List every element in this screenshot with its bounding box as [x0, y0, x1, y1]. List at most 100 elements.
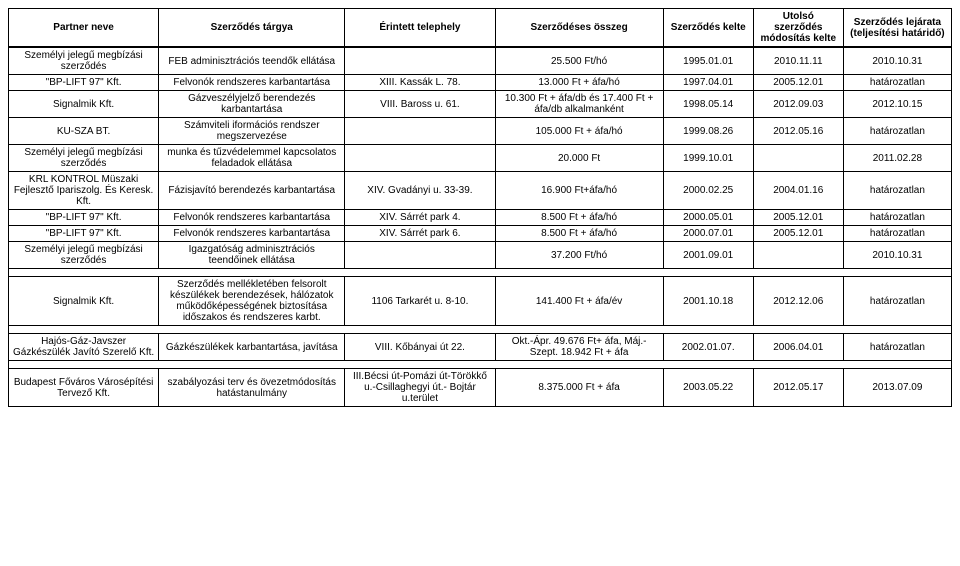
table-row: Budapest Főváros Városépítési Tervező Kf… — [9, 369, 952, 407]
cell-site: VIII. Kőbányai út 22. — [345, 334, 495, 361]
table-body: Személyi jelegű megbízási szerződésFEB a… — [9, 47, 952, 407]
cell-partner: Személyi jelegű megbízási szerződés — [9, 47, 159, 75]
cell-date_signed: 2000.05.01 — [663, 210, 753, 226]
cell-subject: Felvonók rendszeres karbantartása — [159, 210, 345, 226]
col-header-date-modified: Utolsó szerződés módosítás kelte — [753, 9, 843, 48]
cell-site: III.Bécsi út-Pomázi út-Törökkő u.-Csilla… — [345, 369, 495, 407]
cell-subject: Gázkészülékek karbantartása, javítása — [159, 334, 345, 361]
cell-date_expiry: határozatlan — [843, 334, 951, 361]
cell-subject: FEB adminisztrációs teendők ellátása — [159, 47, 345, 75]
cell-partner: KU-SZA BT. — [9, 118, 159, 145]
cell-partner: Budapest Főváros Városépítési Tervező Kf… — [9, 369, 159, 407]
cell-amount: 8.500 Ft + áfa/hó — [495, 210, 663, 226]
cell-date_modified: 2012.09.03 — [753, 91, 843, 118]
cell-amount: 10.300 Ft + áfa/db és 17.400 Ft + áfa/db… — [495, 91, 663, 118]
cell-site: XIV. Sárrét park 4. — [345, 210, 495, 226]
col-header-site: Érintett telephely — [345, 9, 495, 48]
table-row: "BP-LIFT 97" Kft.Felvonók rendszeres kar… — [9, 226, 952, 242]
cell-date_signed: 1997.04.01 — [663, 75, 753, 91]
table-row: Signalmik Kft.Gázveszélyjelző berendezés… — [9, 91, 952, 118]
cell-site — [345, 47, 495, 75]
cell-date_expiry: határozatlan — [843, 172, 951, 210]
cell-partner: "BP-LIFT 97" Kft. — [9, 210, 159, 226]
table-row: "BP-LIFT 97" Kft.Felvonók rendszeres kar… — [9, 210, 952, 226]
cell-subject: Számviteli iformációs rendszer megszerve… — [159, 118, 345, 145]
cell-date_signed: 2000.07.01 — [663, 226, 753, 242]
cell-date_modified — [753, 242, 843, 269]
cell-partner: Személyi jelegű megbízási szerződés — [9, 242, 159, 269]
table-row: Hajós-Gáz-Javszer Gázkészülék Javító Sze… — [9, 334, 952, 361]
table-row: Személyi jelegű megbízási szerződésIgazg… — [9, 242, 952, 269]
cell-subject: Felvonók rendszeres karbantartása — [159, 226, 345, 242]
cell-amount: Okt.-Ápr. 49.676 Ft+ áfa, Máj.-Szept. 18… — [495, 334, 663, 361]
cell-subject: Fázisjavító berendezés karbantartása — [159, 172, 345, 210]
contracts-table: Partner neve Szerződés tárgya Érintett t… — [8, 8, 952, 407]
cell-site: VIII. Baross u. 61. — [345, 91, 495, 118]
col-header-partner: Partner neve — [9, 9, 159, 48]
col-header-date-signed: Szerződés kelte — [663, 9, 753, 48]
cell-date_modified: 2005.12.01 — [753, 226, 843, 242]
header-row: Partner neve Szerződés tárgya Érintett t… — [9, 9, 952, 48]
cell-date_expiry: határozatlan — [843, 75, 951, 91]
col-header-subject: Szerződés tárgya — [159, 9, 345, 48]
cell-amount: 13.000 Ft + áfa/hó — [495, 75, 663, 91]
cell-date_expiry: 2013.07.09 — [843, 369, 951, 407]
cell-amount: 141.400 Ft + áfa/év — [495, 277, 663, 326]
cell-amount: 8.375.000 Ft + áfa — [495, 369, 663, 407]
table-row: "BP-LIFT 97" Kft.Felvonók rendszeres kar… — [9, 75, 952, 91]
cell-site — [345, 242, 495, 269]
cell-subject: munka és tűzvédelemmel kapcsolatos felad… — [159, 145, 345, 172]
cell-date_signed: 1995.01.01 — [663, 47, 753, 75]
cell-partner: KRL KONTROL Müszaki Fejlesztő Ipariszolg… — [9, 172, 159, 210]
cell-date_signed: 2000.02.25 — [663, 172, 753, 210]
cell-subject: Szerződés mellékletében felsorolt készül… — [159, 277, 345, 326]
cell-date_signed: 1999.10.01 — [663, 145, 753, 172]
cell-partner: "BP-LIFT 97" Kft. — [9, 226, 159, 242]
cell-date_expiry: határozatlan — [843, 226, 951, 242]
cell-site: 1106 Tarkarét u. 8-10. — [345, 277, 495, 326]
cell-date_expiry: határozatlan — [843, 210, 951, 226]
cell-date_modified: 2012.05.16 — [753, 118, 843, 145]
col-header-date-expiry: Szerződés lejárata (teljesítési határidő… — [843, 9, 951, 48]
cell-date_expiry: 2010.10.31 — [843, 242, 951, 269]
cell-partner: Hajós-Gáz-Javszer Gázkészülék Javító Sze… — [9, 334, 159, 361]
cell-date_signed: 1999.08.26 — [663, 118, 753, 145]
cell-site: XIII. Kassák L. 78. — [345, 75, 495, 91]
table-row: Személyi jelegű megbízási szerződésFEB a… — [9, 47, 952, 75]
cell-amount: 20.000 Ft — [495, 145, 663, 172]
cell-partner: Signalmik Kft. — [9, 91, 159, 118]
cell-subject: Felvonók rendszeres karbantartása — [159, 75, 345, 91]
cell-date_modified: 2005.12.01 — [753, 75, 843, 91]
cell-site — [345, 118, 495, 145]
cell-subject: Igazgatóság adminisztrációs teendőinek e… — [159, 242, 345, 269]
table-row: Signalmik Kft.Szerződés mellékletében fe… — [9, 277, 952, 326]
table-row: KU-SZA BT.Számviteli iformációs rendszer… — [9, 118, 952, 145]
cell-date_signed: 2002.01.07. — [663, 334, 753, 361]
cell-site: XIV. Sárrét park 6. — [345, 226, 495, 242]
cell-date_modified — [753, 145, 843, 172]
cell-date_modified: 2004.01.16 — [753, 172, 843, 210]
cell-amount: 105.000 Ft + áfa/hó — [495, 118, 663, 145]
col-header-amount: Szerződéses összeg — [495, 9, 663, 48]
cell-site — [345, 145, 495, 172]
cell-amount: 8.500 Ft + áfa/hó — [495, 226, 663, 242]
cell-date_modified: 2005.12.01 — [753, 210, 843, 226]
cell-date_modified: 2012.05.17 — [753, 369, 843, 407]
cell-partner: Signalmik Kft. — [9, 277, 159, 326]
cell-date_signed: 1998.05.14 — [663, 91, 753, 118]
cell-date_signed: 2003.05.22 — [663, 369, 753, 407]
cell-date_expiry: határozatlan — [843, 118, 951, 145]
cell-date_expiry: 2011.02.28 — [843, 145, 951, 172]
cell-partner: "BP-LIFT 97" Kft. — [9, 75, 159, 91]
cell-site: XIV. Gvadányi u. 33-39. — [345, 172, 495, 210]
cell-date_modified: 2006.04.01 — [753, 334, 843, 361]
cell-subject: szabályozási terv és övezetmódosítás hat… — [159, 369, 345, 407]
cell-date_expiry: 2010.10.31 — [843, 47, 951, 75]
cell-amount: 37.200 Ft/hó — [495, 242, 663, 269]
cell-amount: 16.900 Ft+áfa/hó — [495, 172, 663, 210]
spacer-row — [9, 269, 952, 277]
table-row: KRL KONTROL Müszaki Fejlesztő Ipariszolg… — [9, 172, 952, 210]
spacer-row — [9, 361, 952, 369]
spacer-row — [9, 326, 952, 334]
cell-date_expiry: 2012.10.15 — [843, 91, 951, 118]
